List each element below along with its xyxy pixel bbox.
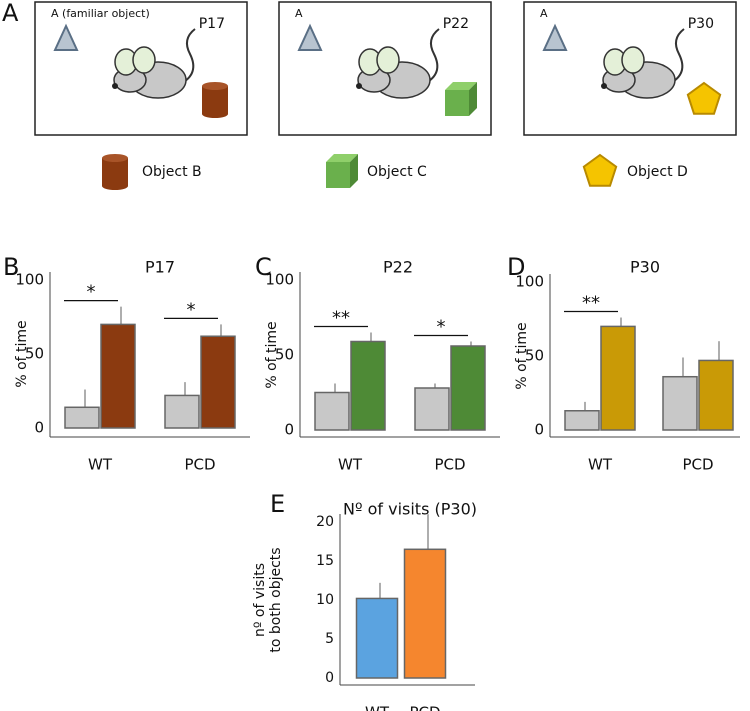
mouse-nose	[112, 83, 118, 89]
bar	[350, 340, 386, 431]
mouse-tail	[179, 28, 196, 85]
cube-front	[326, 162, 350, 188]
panel-label: A	[2, 0, 19, 27]
chart-title: P17	[145, 258, 175, 277]
y-axis-label: to both objects	[268, 547, 284, 652]
y-tick-label: 50	[25, 345, 44, 363]
legend-label: Object C	[367, 164, 427, 180]
mouse-tail	[423, 28, 440, 85]
legend-label: Object B	[142, 164, 202, 180]
y-tick-label: 0	[534, 421, 544, 439]
significance-label: *	[187, 299, 196, 320]
mouse-ear	[621, 46, 645, 74]
mouse-nose	[356, 83, 362, 89]
bar	[600, 325, 636, 431]
y-tick-label: 20	[316, 514, 334, 530]
y-axis-label: nº of visits	[252, 563, 268, 637]
familiar-label: A	[540, 7, 548, 20]
x-tick-label: PCD	[434, 456, 465, 474]
pentagon	[582, 153, 618, 187]
y-tick-label: 100	[15, 271, 44, 289]
cylinder-top	[102, 154, 128, 162]
x-tick-label: PCD	[184, 456, 215, 474]
significance-label: **	[332, 308, 350, 329]
bar	[662, 375, 698, 431]
panel-label: C	[255, 253, 272, 281]
x-tick-label: PCD	[409, 704, 440, 711]
y-tick-label: 5	[325, 631, 334, 647]
bar	[200, 335, 236, 429]
bar	[450, 345, 486, 431]
mouse-ear	[132, 46, 156, 74]
cube-top	[326, 154, 358, 162]
legend-label: Object D	[627, 164, 688, 180]
cylinder-bottom	[202, 110, 228, 118]
y-tick-label: 100	[515, 273, 544, 291]
bar	[564, 410, 600, 431]
bar	[64, 406, 100, 429]
cylinder-bottom	[102, 182, 128, 190]
x-tick-label: WT	[88, 456, 113, 474]
mouse-ear	[376, 46, 400, 74]
y-tick-label: 100	[265, 271, 294, 289]
cylinder	[202, 86, 228, 114]
y-axis-label: % of time	[14, 320, 30, 387]
age-label: P22	[443, 16, 469, 32]
mouse-nose	[601, 83, 607, 89]
y-tick-label: 15	[316, 553, 334, 569]
significance-label: *	[87, 282, 96, 303]
bar	[355, 597, 399, 679]
y-tick-label: 0	[284, 421, 294, 439]
cube-side	[350, 154, 358, 188]
triangle-object	[297, 23, 323, 51]
panel-label: E	[270, 490, 285, 518]
triangle-object	[542, 23, 568, 51]
significance-label: **	[582, 293, 600, 314]
bar	[414, 387, 450, 431]
chart-title: P22	[383, 258, 413, 277]
y-tick-label: 10	[316, 592, 334, 608]
age-label: P17	[199, 16, 225, 32]
mouse-tail	[668, 28, 685, 85]
pentagon	[686, 81, 722, 115]
y-tick-label: 50	[525, 347, 544, 365]
age-label: P30	[688, 16, 714, 32]
cylinder-top	[202, 82, 228, 90]
x-tick-label: WT	[365, 704, 390, 711]
bar	[164, 394, 200, 429]
panel-label: D	[507, 253, 525, 281]
y-axis-label: % of time	[264, 321, 280, 388]
cube-top	[445, 82, 477, 90]
cube-side	[469, 82, 477, 116]
bar	[100, 323, 136, 429]
significance-label: *	[437, 317, 446, 338]
chart-title: Nº of visits (P30)	[343, 500, 477, 519]
cube-front	[445, 90, 469, 116]
arena-panel: A (familiar object) P17 A P22 A P30 Object B Ob…	[34, 1, 737, 190]
panel-label: B	[3, 253, 19, 281]
y-tick-label: 0	[34, 419, 44, 437]
familiar-label: A	[295, 7, 303, 20]
bar	[314, 391, 350, 431]
familiar-label: A (familiar object)	[51, 7, 150, 20]
x-tick-label: WT	[338, 456, 363, 474]
y-tick-label: 50	[275, 346, 294, 364]
cylinder	[102, 158, 128, 186]
chart-title: P30	[630, 258, 660, 277]
bar	[403, 548, 447, 679]
x-tick-label: WT	[588, 456, 613, 474]
y-axis-label: % of time	[514, 322, 530, 389]
bar	[698, 359, 734, 431]
x-tick-label: PCD	[682, 456, 713, 474]
triangle-object	[53, 23, 79, 51]
y-tick-label: 0	[325, 670, 334, 686]
